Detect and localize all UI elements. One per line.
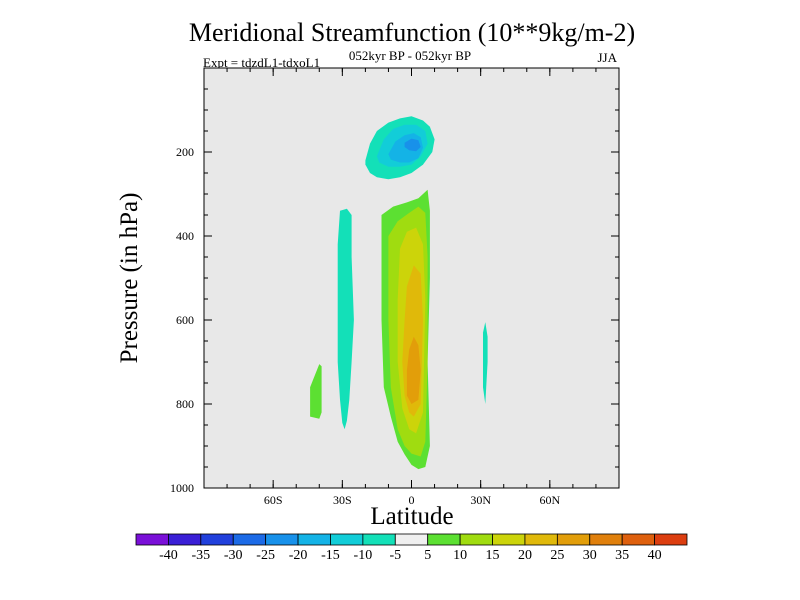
colorbar-label: 5	[424, 548, 431, 563]
colorbar-label: -15	[321, 548, 340, 563]
colorbar-swatch	[394, 533, 429, 546]
colorbar-swatch	[297, 533, 331, 546]
colorbar-swatch	[524, 533, 558, 546]
colorbar-swatch	[427, 533, 461, 546]
colorbar-label: -30	[224, 548, 243, 563]
contour-far-south-positive-patch	[310, 364, 322, 419]
colorbar-swatch	[589, 533, 623, 546]
x-axis-label: Latitude	[370, 503, 453, 530]
colorbar-label: -25	[256, 548, 275, 563]
period-label: 052kyr BP - 052kyr BP	[349, 48, 471, 63]
colorbar-swatch	[330, 533, 364, 546]
colorbar-label: 40	[648, 548, 662, 563]
colorbar-swatch	[232, 533, 267, 546]
colorbar-swatch	[492, 533, 526, 546]
colorbar-swatch	[621, 533, 655, 546]
y-tick-label: 400	[176, 229, 194, 243]
season-label: JJA	[597, 50, 617, 65]
colorbar-swatch	[168, 533, 202, 546]
colorbar-label: 35	[615, 548, 629, 563]
colorbar-swatch	[556, 533, 591, 546]
colorbar-swatch	[135, 533, 169, 546]
colorbar-label: 15	[486, 548, 500, 563]
x-tick-label: 30N	[470, 493, 491, 507]
y-tick-label: 1000	[170, 481, 194, 495]
x-tick-label: 60S	[264, 493, 283, 507]
x-tick-label: 0	[409, 493, 415, 507]
colorbar-label: -10	[354, 548, 373, 563]
colorbar-label: -20	[289, 548, 308, 563]
colorbar-label: 25	[550, 548, 564, 563]
colorbar-label: -35	[191, 548, 210, 563]
y-axis-label: Pressure (in hPa)	[116, 193, 143, 364]
x-tick-label: 60N	[539, 493, 560, 507]
colorbar: -40 -35 -30 -25 -20 -15 -10 -5 5 10 15 20 25 30 35 40	[135, 533, 688, 563]
colorbar-label: -40	[159, 548, 178, 563]
colorbar-label: 30	[583, 548, 597, 563]
colorbar-swatch	[654, 533, 688, 546]
contour-south-negative-band	[337, 208, 354, 430]
plot-area	[204, 68, 619, 488]
contour-upper-negative-cell-core	[404, 138, 421, 152]
y-tick-label: 200	[176, 145, 194, 159]
colorbar-label: -5	[389, 548, 401, 563]
colorbar-swatch	[459, 533, 493, 546]
colorbar-swatch	[265, 533, 299, 546]
colorbar-label: 10	[453, 548, 467, 563]
y-tick-label: 800	[176, 397, 194, 411]
contour-north-negative-sliver	[483, 322, 488, 404]
contour-positive-cell-25	[406, 336, 421, 404]
experiment-label: Expt = tdzdL1-tdxoL1	[203, 55, 320, 70]
x-tick-label: 30S	[333, 493, 352, 507]
y-tick-label: 600	[176, 313, 194, 327]
colorbar-swatch	[200, 533, 234, 546]
colorbar-label: 20	[518, 548, 532, 563]
axes: 200 400 600 800 1000 60S 30S 0 30N 60N	[170, 67, 620, 507]
colorbar-swatch	[362, 533, 396, 546]
chart-title: Meridional Streamfunction (10**9kg/m-2)	[189, 18, 635, 47]
